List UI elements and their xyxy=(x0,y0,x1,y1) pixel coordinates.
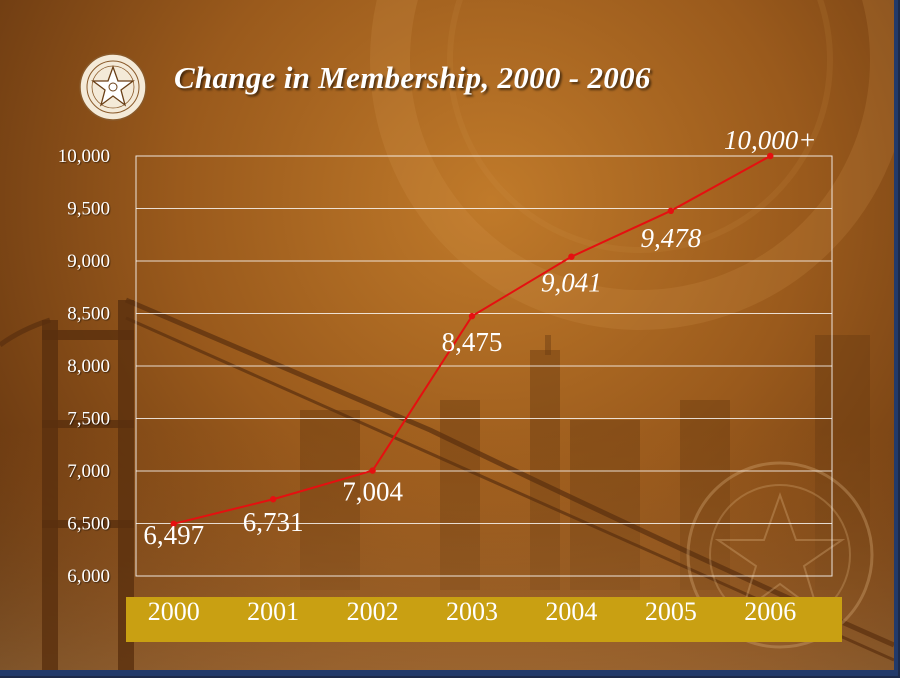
data-label: 9,478 xyxy=(640,223,701,253)
x-axis: 2000 2001 2002 2003 2004 2005 2006 xyxy=(148,597,797,626)
x-tick-label: 2006 xyxy=(744,597,796,626)
chart-title: Change in Membership, 2000 - 2006 xyxy=(174,60,651,95)
x-tick-label: 2003 xyxy=(446,597,498,626)
data-point xyxy=(369,467,376,474)
x-tick-label: 2002 xyxy=(347,597,399,626)
x-tick-label: 2005 xyxy=(645,597,697,626)
x-tick-label: 2001 xyxy=(247,597,299,626)
data-point xyxy=(170,520,177,528)
data-label: 8,475 xyxy=(442,327,503,357)
data-point xyxy=(667,207,675,215)
y-tick-label: 6,000 xyxy=(67,566,110,587)
data-point xyxy=(269,496,277,503)
y-tick-label: 6,500 xyxy=(67,514,110,535)
data-point xyxy=(568,253,575,260)
y-tick-label: 8,000 xyxy=(67,356,110,377)
data-label: 9,041 xyxy=(541,268,602,298)
data-point xyxy=(468,312,476,320)
y-tick-label: 8,500 xyxy=(67,304,110,325)
society-seal-star-icon xyxy=(79,53,147,121)
data-label: 6,731 xyxy=(243,507,304,537)
y-tick-label: 10,000 xyxy=(58,146,110,167)
x-tick-label: 2000 xyxy=(148,597,200,626)
y-tick-label: 7,500 xyxy=(67,409,110,430)
data-label: 6,497 xyxy=(143,520,204,550)
y-axis: 6,000 6,500 7,000 7,500 8,000 8,500 9,000 9,500… xyxy=(58,146,110,587)
y-tick-label: 7,000 xyxy=(67,461,110,482)
y-tick-label: 9,500 xyxy=(67,199,110,220)
x-tick-label: 2004 xyxy=(545,597,597,626)
category-band xyxy=(126,597,842,642)
data-label: 10,000+ xyxy=(724,125,816,155)
series-membership xyxy=(170,152,774,528)
data-point xyxy=(767,152,774,160)
y-tick-label: 9,000 xyxy=(67,251,110,272)
data-labels: 6,497 6,731 7,004 8,475 9,041 9,478 10,000+ xyxy=(143,125,816,550)
data-label: 7,004 xyxy=(342,477,403,507)
gridlines xyxy=(136,208,832,524)
